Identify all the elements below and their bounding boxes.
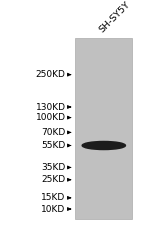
- Text: 130KD: 130KD: [36, 102, 66, 112]
- Text: 70KD: 70KD: [41, 128, 66, 137]
- Text: 55KD: 55KD: [41, 141, 66, 150]
- Text: 25KD: 25KD: [42, 175, 66, 184]
- Text: 35KD: 35KD: [41, 163, 66, 172]
- Text: 10KD: 10KD: [41, 204, 66, 214]
- Text: 250KD: 250KD: [36, 70, 66, 79]
- Text: SH-SY5Y: SH-SY5Y: [97, 0, 132, 35]
- Bar: [75, 38, 132, 219]
- Text: 100KD: 100KD: [36, 113, 66, 122]
- Ellipse shape: [82, 142, 126, 150]
- Text: 15KD: 15KD: [41, 193, 66, 202]
